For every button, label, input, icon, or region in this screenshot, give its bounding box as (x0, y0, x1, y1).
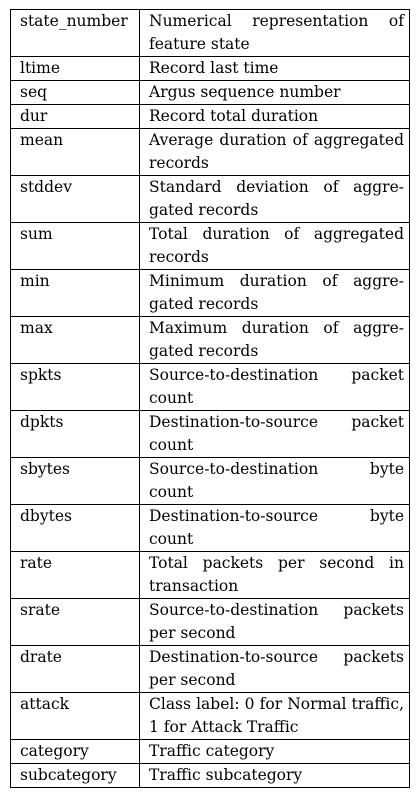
feature-description: Total packets per second in transaction (139, 551, 410, 599)
table-row: sum Total duration of aggregated records (10, 222, 410, 270)
feature-description: Class label: 0 for Normal traffic, 1 for… (139, 692, 410, 740)
feature-description: Minimum duration of aggre­gated records (139, 269, 410, 317)
feature-description: Destination-to-source byte count (139, 504, 410, 552)
feature-name: dbytes (10, 504, 140, 552)
feature-description: Maximum duration of aggre­gated records (139, 316, 410, 364)
table-row: dpkts Destination-to-source packet count (10, 410, 410, 458)
table-row: subcategory Traffic subcategory (10, 763, 410, 788)
feature-name: mean (10, 128, 140, 176)
feature-name: rate (10, 551, 140, 599)
feature-description: Average duration of aggre­gated records (139, 128, 410, 176)
feature-name: dur (10, 104, 140, 129)
table-row: stddev Standard deviation of aggre­gated… (10, 175, 410, 223)
feature-name: drate (10, 645, 140, 693)
feature-description: Argus sequence number (139, 80, 410, 105)
feature-name: category (10, 739, 140, 764)
feature-description: Source-to-destination packet count (139, 363, 410, 411)
feature-table: state_number Numerical representation of… (10, 9, 410, 788)
feature-name: ltime (10, 56, 140, 81)
feature-description: Numerical representation of feature stat… (139, 9, 410, 57)
table-row: rate Total packets per second in transac… (10, 551, 410, 599)
feature-description: Source-to-destination byte count (139, 457, 410, 505)
feature-description: Destination-to-source pack­ets per secon… (139, 645, 410, 693)
table-row: state_number Numerical representation of… (10, 9, 410, 57)
feature-description: Total duration of aggregated records (139, 222, 410, 270)
feature-name: sbytes (10, 457, 140, 505)
feature-description: Traffic subcategory (139, 763, 410, 788)
feature-description: Standard deviation of aggre­gated record… (139, 175, 410, 223)
table-row: category Traffic category (10, 739, 410, 764)
table-row: spkts Source-to-destination packet count (10, 363, 410, 411)
feature-name: sum (10, 222, 140, 270)
feature-name: srate (10, 598, 140, 646)
feature-name: dpkts (10, 410, 140, 458)
feature-name: subcategory (10, 763, 140, 788)
table-row: seq Argus sequence number (10, 80, 410, 105)
table-row: ltime Record last time (10, 56, 410, 81)
table-row: sbytes Source-to-destination byte count (10, 457, 410, 505)
table-row: srate Source-to-destination pack­ets per… (10, 598, 410, 646)
feature-name: state_number (10, 9, 140, 57)
feature-name: seq (10, 80, 140, 105)
table-row: dbytes Destination-to-source byte count (10, 504, 410, 552)
feature-name: spkts (10, 363, 140, 411)
table-row: mean Average duration of aggre­gated rec… (10, 128, 410, 176)
feature-description: Record last time (139, 56, 410, 81)
feature-description: Traffic category (139, 739, 410, 764)
feature-name: max (10, 316, 140, 364)
table-row: min Minimum duration of aggre­gated reco… (10, 269, 410, 317)
feature-name: min (10, 269, 140, 317)
table-row: dur Record total duration (10, 104, 410, 129)
feature-description: Source-to-destination pack­ets per secon… (139, 598, 410, 646)
feature-name: stddev (10, 175, 140, 223)
feature-name: attack (10, 692, 140, 740)
feature-description: Record total duration (139, 104, 410, 129)
feature-description: Destination-to-source packet count (139, 410, 410, 458)
feature-table-body: state_number Numerical representation of… (10, 9, 410, 788)
table-row: attack Class label: 0 for Normal traffic… (10, 692, 410, 740)
table-row: max Maximum duration of aggre­gated reco… (10, 316, 410, 364)
table-row: drate Destination-to-source pack­ets per… (10, 645, 410, 693)
